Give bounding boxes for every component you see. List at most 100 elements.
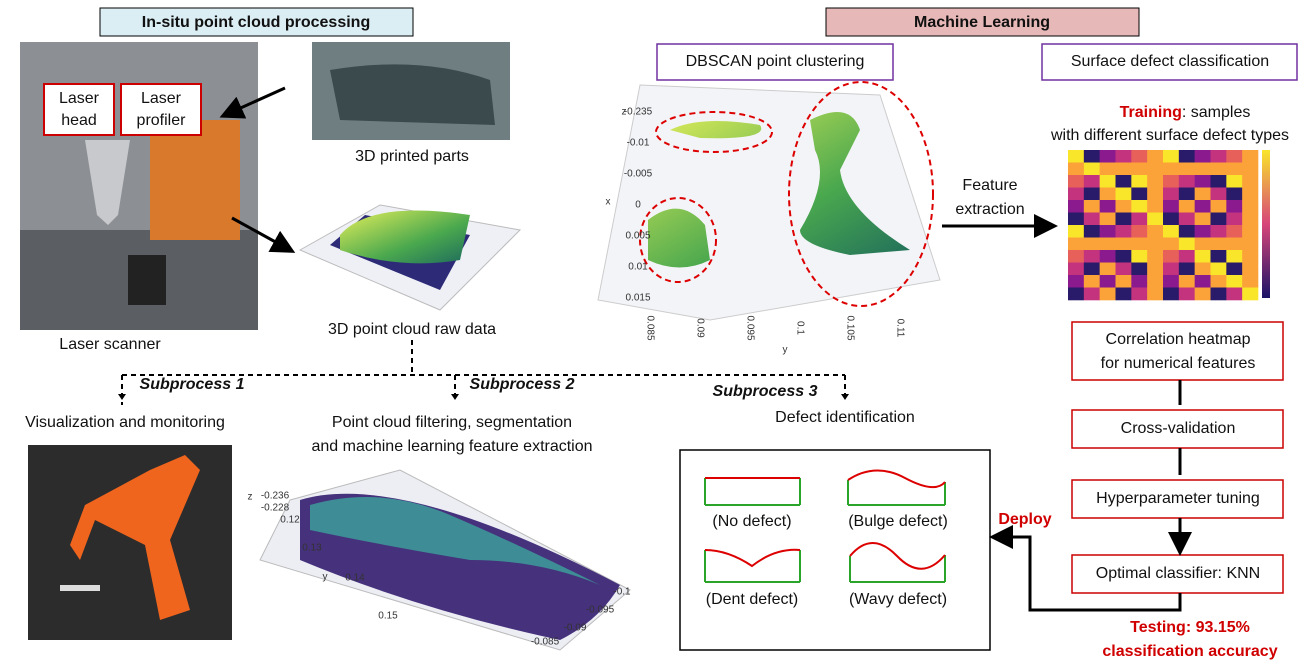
heat-cell: [1211, 250, 1227, 263]
heat-cell: [1100, 263, 1116, 276]
heat-cell: [1147, 188, 1163, 201]
training-label: Training: [1120, 104, 1182, 121]
heat-cell: [1226, 213, 1242, 226]
heat-cell: [1163, 225, 1179, 238]
heat-cell: [1242, 200, 1258, 213]
heat-cell: [1068, 238, 1084, 251]
tick: 0.11: [894, 319, 905, 338]
defect-label: (Wavy defect): [849, 591, 947, 608]
heat-cell: [1163, 250, 1179, 263]
heat-cell: [1179, 288, 1195, 301]
step-label: Hyperparameter tuning: [1096, 490, 1260, 507]
heat-cell: [1084, 275, 1100, 288]
heat-cell: [1116, 175, 1132, 188]
tick: 0.01: [628, 262, 648, 273]
heat-cell: [1116, 150, 1132, 163]
defect-label: (Dent defect): [706, 591, 798, 608]
heat-cell: [1226, 163, 1242, 176]
heat-cell: [1147, 288, 1163, 301]
heat-cell: [1226, 188, 1242, 201]
defect-label: (No defect): [712, 513, 791, 530]
heat-cell: [1084, 175, 1100, 188]
heat-cell: [1068, 225, 1084, 238]
heat-cell: [1226, 288, 1242, 301]
heat-cell: [1195, 150, 1211, 163]
label: extraction: [955, 201, 1024, 218]
training-text: with different surface defect types: [1050, 127, 1289, 144]
heatmap: [1068, 150, 1258, 300]
heat-cell: [1116, 250, 1132, 263]
box-title: DBSCAN point clustering: [686, 53, 865, 70]
heat-cell: [1084, 250, 1100, 263]
heat-cell: [1100, 238, 1116, 251]
box-title: Surface defect classification: [1071, 53, 1269, 70]
tick: -0.005: [624, 169, 653, 180]
heat-cell: [1195, 175, 1211, 188]
tick: 0.15: [378, 611, 398, 622]
subprocess-label: Subprocess 1: [140, 376, 245, 393]
heat-cell: [1084, 213, 1100, 226]
colorbar: [1262, 150, 1270, 298]
heat-cell: [1131, 288, 1147, 301]
heat-cell: [1068, 213, 1084, 226]
heat-cell: [1131, 163, 1147, 176]
heat-cell: [1147, 250, 1163, 263]
photo-part: [128, 255, 166, 305]
tick: 0.1: [794, 321, 805, 335]
heat-cell: [1116, 225, 1132, 238]
heat-cell: [1211, 275, 1227, 288]
heat-cell: [1100, 175, 1116, 188]
heat-cell: [1179, 213, 1195, 226]
heat-cell: [1242, 188, 1258, 201]
heat-cell: [1084, 225, 1100, 238]
tick: 0.09: [694, 318, 705, 338]
heat-cell: [1084, 150, 1100, 163]
heat-cell: [1131, 188, 1147, 201]
heat-cell: [1226, 263, 1242, 276]
heat-cell: [1163, 163, 1179, 176]
heat-cell: [1147, 163, 1163, 176]
robot-view: [28, 445, 232, 640]
heat-cell: [1084, 200, 1100, 213]
heat-cell: [1195, 163, 1211, 176]
heat-cell: [1131, 263, 1147, 276]
label: Laser: [59, 90, 100, 107]
heat-cell: [1179, 225, 1195, 238]
heat-cell: [1147, 200, 1163, 213]
heat-cell: [1084, 263, 1100, 276]
heat-cell: [1068, 275, 1084, 288]
heat-cell: [1147, 225, 1163, 238]
heat-cell: [1195, 275, 1211, 288]
heat-cell: [1179, 250, 1195, 263]
heat-cell: [1068, 175, 1084, 188]
heat-cell: [1226, 238, 1242, 251]
training-text: Training: samples: [1120, 104, 1251, 121]
heat-cell: [1226, 150, 1242, 163]
heat-cell: [1163, 188, 1179, 201]
heat-cell: [1163, 213, 1179, 226]
axis-label: x: [606, 197, 611, 208]
heat-cell: [1226, 200, 1242, 213]
heat-cell: [1179, 238, 1195, 251]
heat-cell: [1116, 275, 1132, 288]
heat-cell: [1131, 238, 1147, 251]
caption: Laser scanner: [59, 336, 161, 353]
heat-cell: [1100, 275, 1116, 288]
heat-cell: [1116, 213, 1132, 226]
heat-cell: [1242, 238, 1258, 251]
heat-cell: [1195, 288, 1211, 301]
heat-cell: [1179, 188, 1195, 201]
tick: 0.015: [625, 293, 650, 304]
heat-cell: [1242, 263, 1258, 276]
subprocess-title: Point cloud filtering, segmentation: [332, 414, 572, 431]
heat-cell: [1179, 263, 1195, 276]
axis-label: y: [783, 345, 788, 356]
testing: Testing: 93.15%: [1130, 619, 1250, 636]
heat-cell: [1211, 238, 1227, 251]
heat-cell: [1163, 275, 1179, 288]
heat-cell: [1226, 225, 1242, 238]
heat-cell: [1163, 238, 1179, 251]
heat-cell: [1084, 238, 1100, 251]
heat-cell: [1100, 288, 1116, 301]
heat-cell: [1226, 250, 1242, 263]
